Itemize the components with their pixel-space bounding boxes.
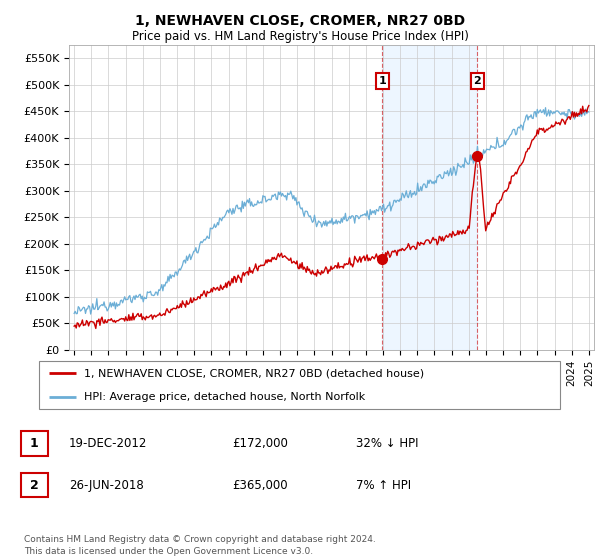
Text: 32% ↓ HPI: 32% ↓ HPI (356, 437, 419, 450)
Text: 2: 2 (473, 76, 481, 86)
Text: £365,000: £365,000 (232, 479, 288, 492)
Text: Price paid vs. HM Land Registry's House Price Index (HPI): Price paid vs. HM Land Registry's House … (131, 30, 469, 43)
Text: 2: 2 (30, 479, 39, 492)
FancyBboxPatch shape (21, 473, 48, 497)
Text: 26-JUN-2018: 26-JUN-2018 (69, 479, 143, 492)
Text: HPI: Average price, detached house, North Norfolk: HPI: Average price, detached house, Nort… (83, 391, 365, 402)
Text: 19-DEC-2012: 19-DEC-2012 (69, 437, 147, 450)
Text: 1, NEWHAVEN CLOSE, CROMER, NR27 0BD (detached house): 1, NEWHAVEN CLOSE, CROMER, NR27 0BD (det… (83, 368, 424, 379)
Text: Contains HM Land Registry data © Crown copyright and database right 2024.
This d: Contains HM Land Registry data © Crown c… (24, 535, 376, 556)
Text: 1, NEWHAVEN CLOSE, CROMER, NR27 0BD: 1, NEWHAVEN CLOSE, CROMER, NR27 0BD (135, 14, 465, 28)
FancyBboxPatch shape (21, 431, 48, 456)
Text: 7% ↑ HPI: 7% ↑ HPI (356, 479, 412, 492)
Bar (382, 45, 477, 350)
Text: 1: 1 (30, 437, 39, 450)
Text: 1: 1 (379, 76, 386, 86)
FancyBboxPatch shape (38, 361, 560, 409)
Text: £172,000: £172,000 (232, 437, 288, 450)
